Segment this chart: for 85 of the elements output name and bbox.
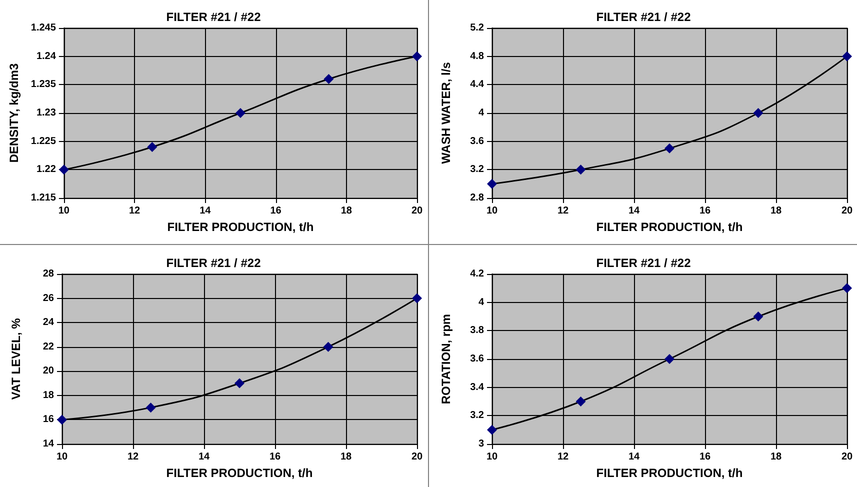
y-tick-label: 1.215 [30,192,56,204]
y-tick-label: 4.2 [470,268,484,280]
chart-title: FILTER #21 / #22 [596,10,692,24]
x-tick-label: 14 [200,206,212,216]
point [576,396,586,406]
x-tick-label: 18 [340,206,352,216]
point [842,283,852,294]
x-axis-title: FILTER PRODUCTION, t/h [596,466,743,480]
point [58,164,69,175]
x-axis-title: FILTER PRODUCTION, t/h [166,466,313,480]
y-tick-label: 4 [478,296,484,308]
x-tick-label: 10 [58,206,70,216]
y-tick-label: 16 [42,414,54,426]
x-tick-label: 14 [628,452,640,462]
x-tick-label: 12 [128,206,141,216]
y-tick-label: 1.23 [36,108,56,118]
y-tick-label: 3.6 [470,136,484,147]
y-tick-label: 1.225 [30,136,56,147]
point [235,108,246,118]
point [842,51,852,62]
x-axis-title: FILTER PRODUCTION, t/h [596,220,743,234]
x-tick-label: 18 [770,206,782,216]
x-tick-label: 14 [628,206,640,216]
y-tick-label: 22 [42,341,54,352]
x-tick-label: 12 [557,206,569,216]
point [576,164,586,175]
y-tick-label: 3.2 [470,410,484,422]
y-tick-label: 1.24 [36,50,56,62]
point [664,354,674,364]
x-tick-label: 18 [340,452,352,462]
y-axis-title: WASH WATER, l/s [439,62,453,164]
chart-title: FILTER #21 / #22 [596,256,692,270]
y-tick-label: 24 [42,317,54,328]
x-tick-label: 20 [841,452,853,462]
point [487,178,497,189]
y-tick-label: 18 [42,390,54,401]
point [323,342,334,352]
y-axis-title: VAT LEVEL, % [9,318,23,400]
point [146,402,156,413]
y-tick-label: 14 [42,438,54,450]
chart-title: FILTER #21 / #22 [166,10,262,24]
x-tick-label: 16 [269,452,281,462]
y-tick-label: 1.22 [36,164,56,176]
point [753,108,764,118]
y-tick-label: 3.2 [470,164,484,176]
x-tick-label: 16 [270,206,282,216]
y-tick-label: 3.8 [470,325,484,336]
y-axis-title: ROTATION, rpm [439,314,453,404]
point [324,74,334,84]
point [753,312,764,322]
x-tick-label: 12 [557,452,569,462]
y-axis-title: DENSITY, kg/dm3 [7,62,21,163]
y-tick-label: 3 [478,438,484,450]
x-tick-label: 20 [411,206,423,216]
x-tick-label: 18 [770,452,782,462]
x-tick-label: 10 [486,452,498,462]
y-tick-label: 1.245 [30,22,56,34]
point [664,143,674,154]
y-tick-label: 28 [42,268,54,280]
x-tick-label: 10 [486,206,498,216]
y-tick-label: 4.4 [470,79,484,90]
y-tick-label: 26 [42,292,54,304]
x-tick-label: 20 [411,452,423,462]
y-tick-label: 4.8 [470,50,484,62]
y-tick-label: 3.4 [470,382,484,393]
y-tick-label: 3.6 [470,354,484,364]
x-tick-label: 12 [127,452,139,462]
x-tick-label: 16 [699,206,711,216]
y-tick-label: 20 [42,366,54,377]
x-tick-label: 10 [56,452,68,462]
y-tick-label: 2.8 [470,192,484,204]
x-tick-label: 14 [198,452,210,462]
point [487,424,497,435]
y-tick-label: 4 [478,108,484,118]
point [234,378,244,388]
point [412,51,422,62]
x-axis-title: FILTER PRODUCTION, t/h [167,220,314,234]
point [412,293,422,304]
point [147,142,158,152]
point [57,414,67,425]
x-tick-label: 20 [841,206,853,216]
chart-title: FILTER #21 / #22 [166,256,262,270]
y-tick-label: 5.2 [470,22,484,34]
x-tick-label: 16 [699,452,711,462]
y-tick-label: 1.235 [30,79,56,90]
